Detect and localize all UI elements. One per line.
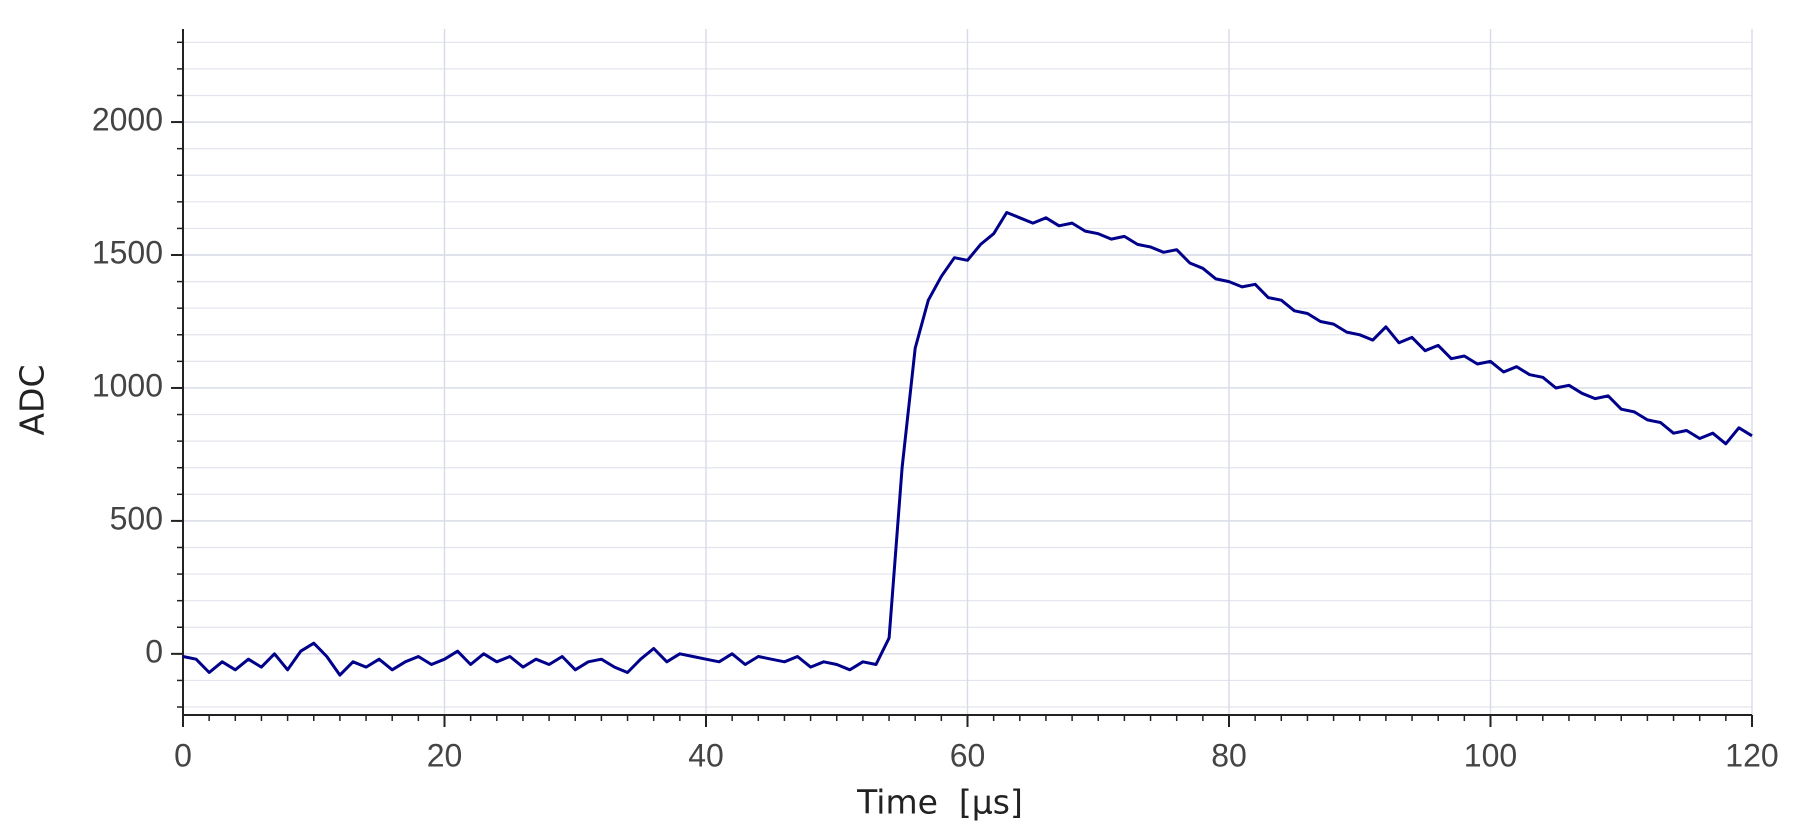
y-tick-label: 0: [145, 633, 163, 669]
data-line: [182, 211, 1753, 677]
x-tick-label: 80: [1211, 737, 1247, 773]
y-tick-label: 1000: [92, 367, 163, 403]
x-tick-label: 120: [1725, 737, 1778, 773]
x-tick-label: 20: [427, 737, 463, 773]
y-axis-label: ADC: [13, 364, 52, 435]
x-tick-label: 60: [950, 737, 986, 773]
x-axis-label: Time [μs]: [856, 783, 1023, 822]
x-tick-label: 100: [1464, 737, 1517, 773]
x-tick-label: 40: [688, 737, 724, 773]
y-tick-label: 2000: [92, 102, 163, 138]
y-tick-label: 1500: [92, 234, 163, 270]
x-tick-label: 0: [174, 737, 192, 773]
y-tick-label: 500: [110, 500, 163, 536]
